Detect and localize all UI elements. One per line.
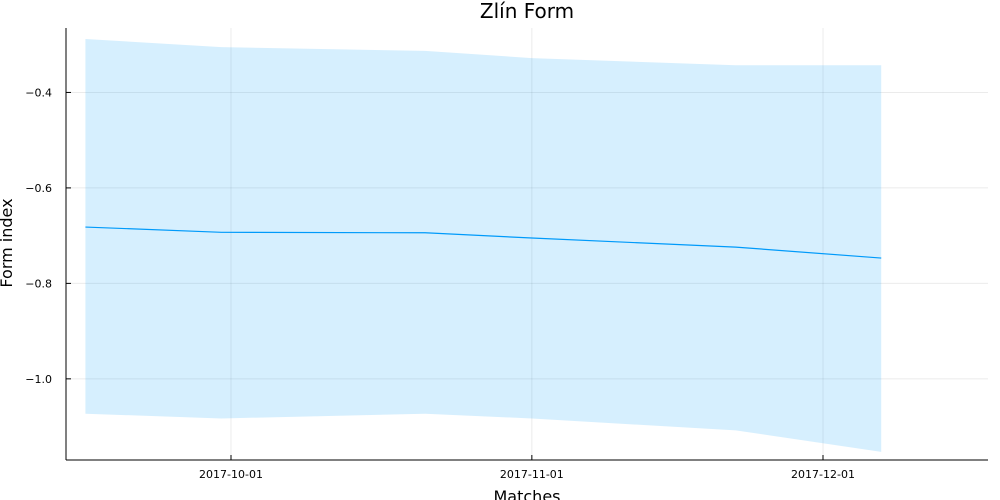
- y-tick-label: −1.0: [25, 373, 52, 386]
- x-tick-label: 2017-12-01: [791, 468, 855, 481]
- series-line-layer: [85, 226, 882, 259]
- x-tick-label: 2017-11-01: [500, 468, 564, 481]
- y-tick-label: −0.4: [25, 86, 52, 99]
- y-tick-label: −0.6: [25, 182, 52, 195]
- series-line: [85, 226, 882, 259]
- y-axis-label: Form index: [0, 198, 16, 287]
- x-ticks: 2017-10-01 2017-11-01 2017-12-01: [199, 455, 855, 481]
- grid-lines: [66, 28, 988, 460]
- confidence-band-layer: [85, 38, 882, 452]
- y-tick-label: −0.8: [25, 277, 52, 290]
- y-ticks: −1.0 −0.8 −0.6 −0.4: [25, 86, 71, 386]
- x-tick-label: 2017-10-01: [199, 468, 263, 481]
- chart-title: Zlín Form: [480, 0, 574, 23]
- x-axis-label: Matches: [494, 487, 561, 500]
- axes: [65, 28, 988, 461]
- confidence-band: [85, 38, 882, 452]
